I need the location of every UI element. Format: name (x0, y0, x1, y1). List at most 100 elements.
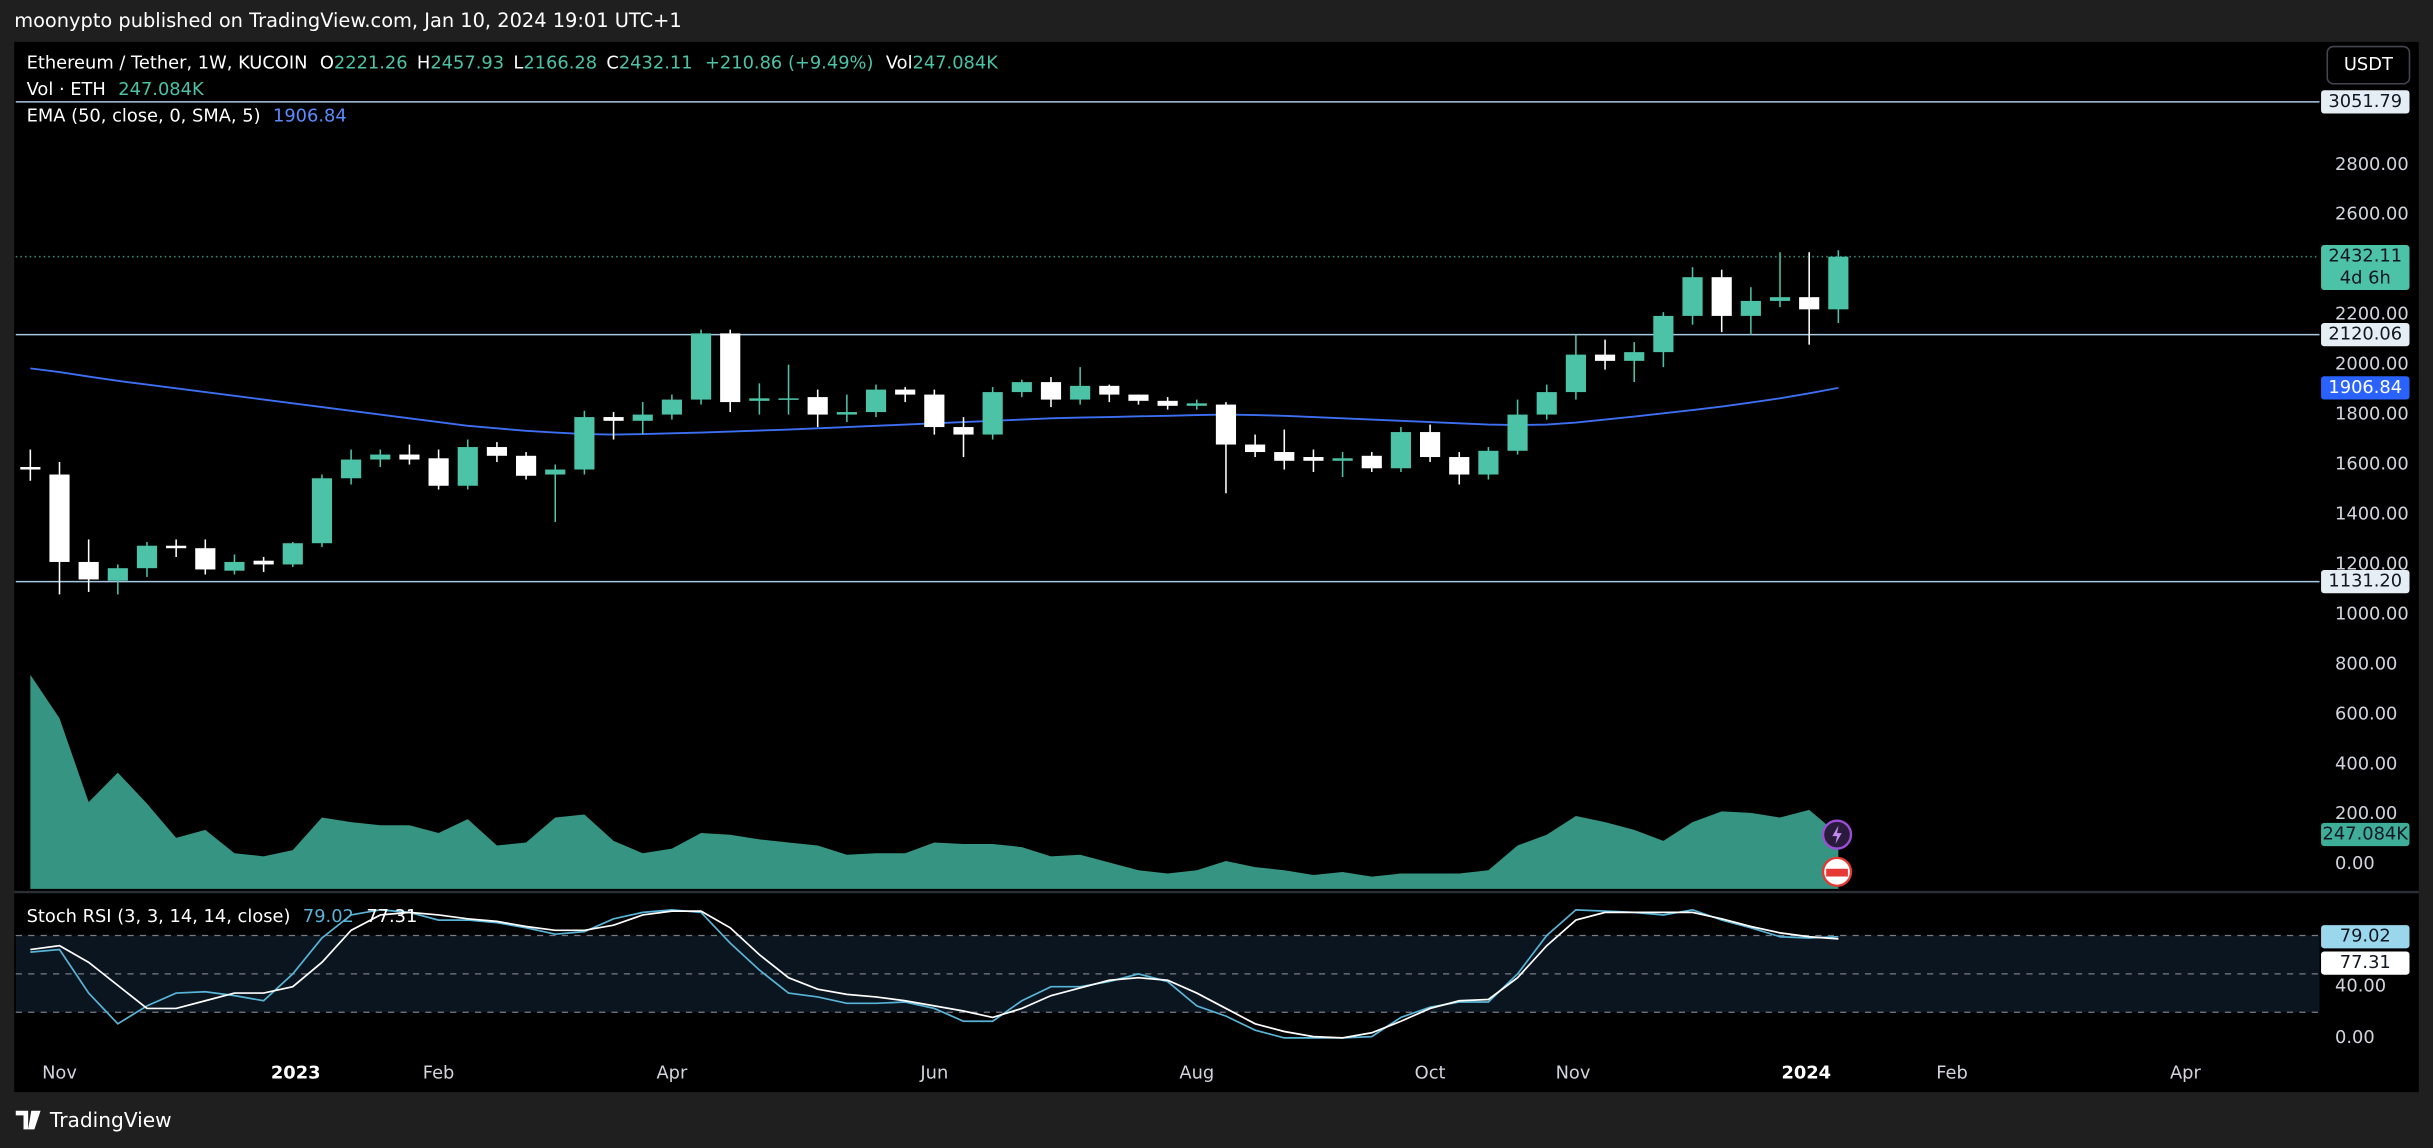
x-tick-label: Apr (656, 1063, 688, 1084)
stoch-line (30, 908, 1839, 1039)
candle-body (136, 545, 158, 569)
y-tick-label: 200.00 (2335, 803, 2397, 824)
legend-title: EMA (50, close, 0, SMA, 5) (27, 105, 261, 126)
candle-body (749, 398, 770, 401)
candle-body (1157, 400, 1178, 406)
candle-body (1711, 277, 1732, 316)
candle-body (1274, 452, 1295, 461)
candle-body (1303, 457, 1324, 461)
legend-label: O (320, 53, 334, 74)
y-tick-label: 2000.00 (2335, 354, 2409, 375)
y-tick-label: 1000.00 (2335, 603, 2409, 624)
legend-label: H (417, 53, 430, 74)
candle-body (515, 455, 537, 476)
candle-body (370, 454, 391, 460)
legend-title: Ethereum / Tether, 1W, KUCOIN (27, 53, 308, 74)
candle-body (1536, 392, 1557, 415)
candle-body (1769, 297, 1791, 301)
y-tick-label: 2800.00 (2335, 154, 2409, 175)
candle-body (865, 389, 887, 413)
candle-body (1507, 414, 1528, 451)
x-tick-label: 2023 (271, 1063, 321, 1084)
candle-body (924, 394, 945, 428)
volume-area (30, 674, 1839, 889)
stoch-k-tag (2321, 925, 2410, 949)
candle-body (486, 447, 508, 456)
y-tick-label: 1400.00 (2335, 503, 2409, 524)
candle-body (1361, 455, 1382, 469)
stoch-legend: Stoch RSI (3, 3, 14, 14, close) 79.02 77.3… (27, 906, 418, 927)
y-tick-label: 40.00 (2335, 976, 2386, 997)
candle-body (1245, 444, 1266, 453)
candle-body (1624, 352, 1645, 361)
candle-body (1565, 354, 1586, 393)
legend-value: 2221.26 (334, 53, 408, 74)
candle-body (574, 417, 595, 470)
y-tick-label: 2200.00 (2335, 304, 2409, 325)
x-tick-label: Feb (1936, 1063, 1968, 1084)
candle-body (1828, 256, 1849, 310)
candle-body (428, 458, 449, 486)
legend-title: Stoch RSI (3, 3, 14, 14, close) (27, 906, 291, 927)
candle-body (195, 548, 216, 570)
legend-value: 2432.11 (619, 53, 693, 74)
candle-body (78, 561, 99, 580)
candle-body (1740, 300, 1761, 316)
candle-body (895, 389, 916, 395)
candle-body (1478, 450, 1499, 475)
volume-tag (2321, 822, 2410, 847)
currency[interactable]: USDT (2344, 54, 2393, 75)
candle-body (1186, 403, 1207, 406)
legend-value: 79.02 (303, 906, 354, 927)
candle-body (107, 568, 128, 581)
x-tick-label: Nov (1556, 1063, 1591, 1084)
candle-body (720, 333, 741, 403)
candle-body (49, 474, 70, 562)
legend-label: Vol (886, 53, 913, 74)
candle-body (282, 543, 303, 565)
ema-legend: EMA (50, close, 0, SMA, 5) 1906.84 (27, 105, 347, 126)
stoch-d-tag (2321, 951, 2410, 975)
hline-tag-label: 2120.06 (2328, 324, 2402, 345)
y-tick-label: 0.00 (2335, 853, 2375, 874)
event-icon-glyph (1832, 825, 1842, 844)
candle-body (1653, 315, 1674, 353)
publisher: moonypto published on TradingView.com, J… (14, 9, 682, 32)
candle-body (690, 333, 712, 400)
chart-area (14, 41, 2419, 1093)
ema-tag (2321, 376, 2410, 400)
ema-tag-label: 1906.84 (2328, 377, 2402, 398)
legend-value: 247.084K (118, 79, 205, 100)
price-legend: Ethereum / Tether, 1W, KUCOIN O2221.26 H 24… (27, 53, 1000, 74)
stoch-line (30, 910, 1839, 1039)
candle-body (1332, 458, 1353, 461)
stoch-d-tag-label: 77.31 (2340, 952, 2391, 973)
candle-body (661, 399, 682, 415)
legend-label: C (606, 53, 618, 74)
hline-tag-label: 1131.20 (2328, 571, 2402, 592)
candle-body (1011, 382, 1032, 393)
y-tick-label: 1200.00 (2335, 553, 2409, 574)
candle-body (20, 467, 41, 470)
hline-tag (2321, 322, 2410, 347)
brand-logo (15, 1110, 41, 1130)
candle-body (982, 392, 1003, 435)
candle-body (1420, 432, 1441, 458)
candle-body (1799, 297, 1820, 310)
legend-title: Vol · ETH (27, 79, 106, 100)
candle-body (1215, 404, 1237, 445)
candle-body (1449, 457, 1470, 475)
candle-body (807, 397, 828, 415)
last-price-tag-label: 4d 6h (2340, 267, 2391, 288)
legend-value: 247.084K (913, 53, 1000, 74)
last-price-tag (2321, 245, 2410, 291)
currency-button[interactable] (2326, 45, 2411, 85)
y-tick-label: 1600.00 (2335, 454, 2409, 475)
last-price-tag-label: 2432.11 (2328, 246, 2402, 267)
candle-body (632, 414, 653, 421)
candle-body (836, 412, 857, 415)
candle-body (341, 459, 362, 479)
candle-body (1682, 277, 1703, 316)
candle-body (778, 398, 799, 400)
